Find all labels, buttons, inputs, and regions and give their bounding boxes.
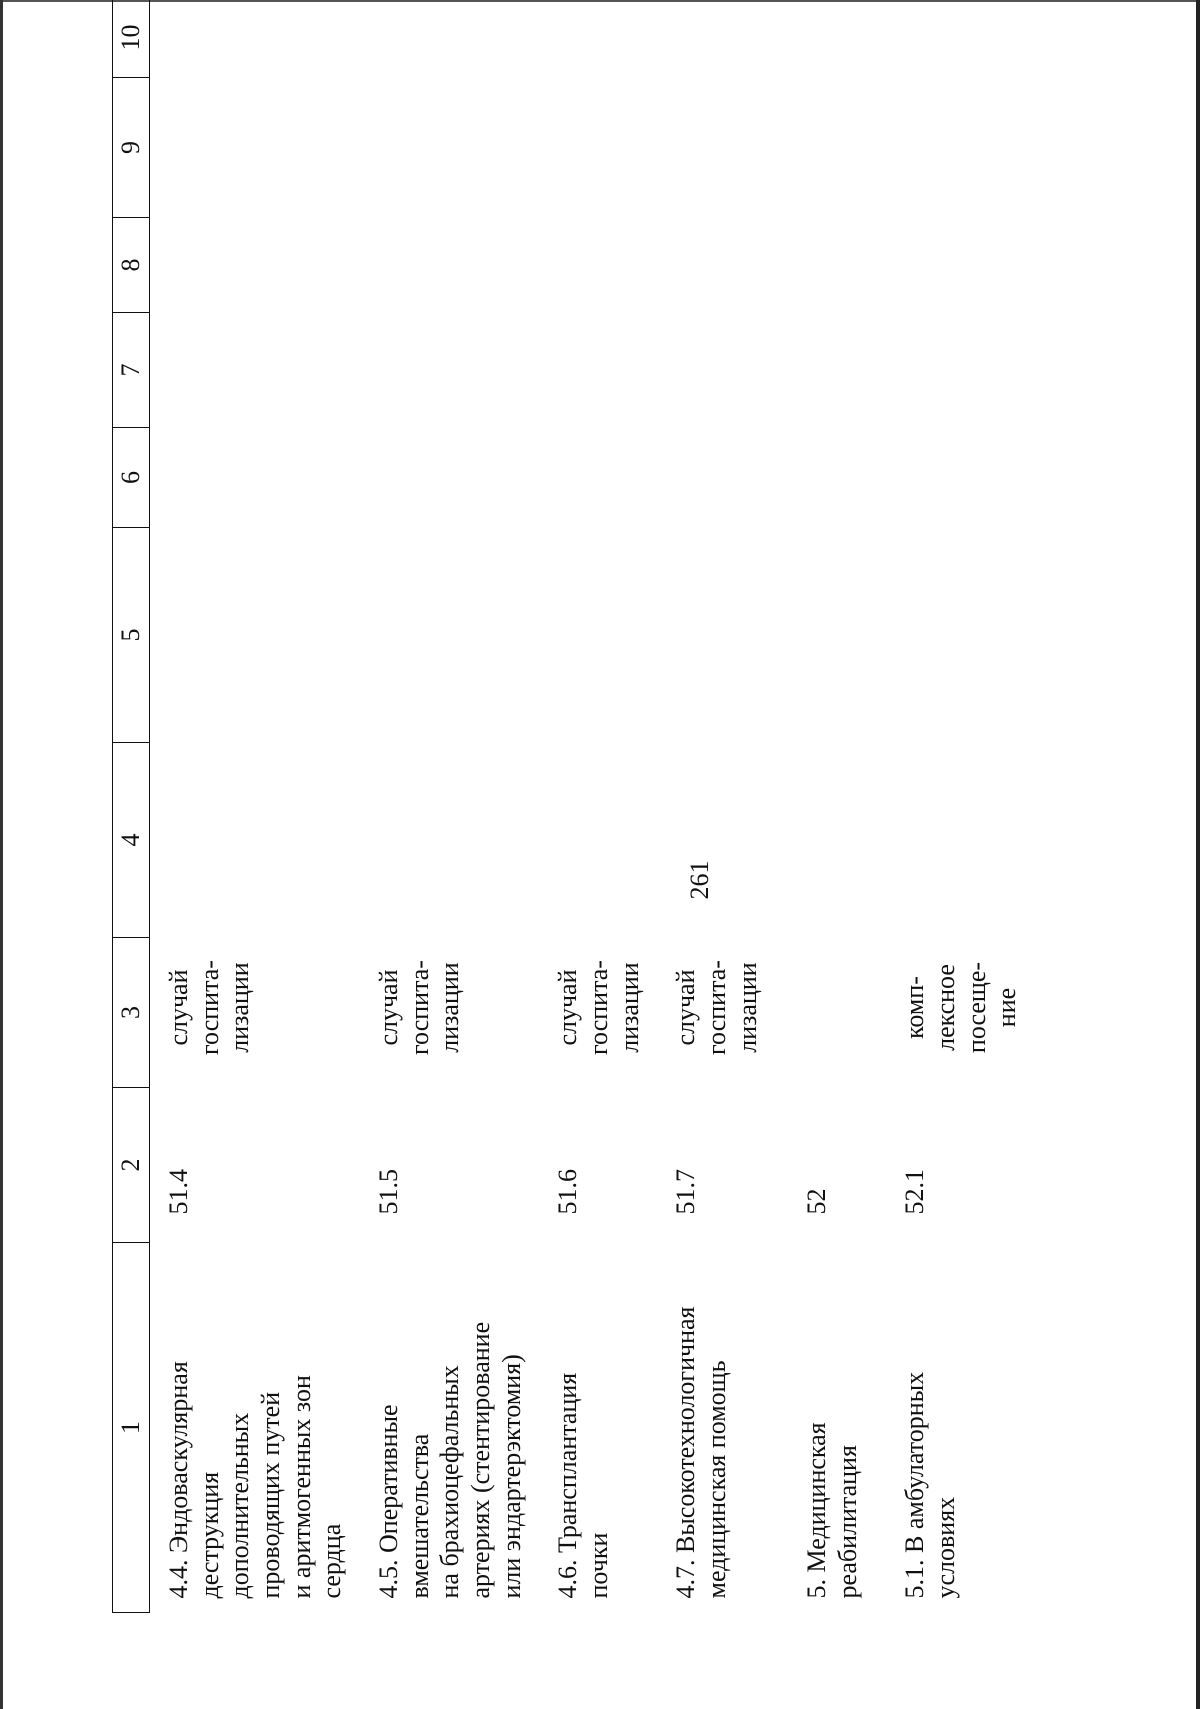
empty-cell: [360, 218, 539, 313]
empty-cell: [788, 428, 886, 528]
empty-cell: [360, 528, 539, 743]
empty-cell: [150, 743, 361, 938]
empty-cell: [150, 528, 361, 743]
row-code-cell: 51.4: [164, 1169, 193, 1215]
empty-cell: [886, 743, 1112, 938]
empty-cell: [150, 313, 361, 428]
empty-cell: [539, 528, 657, 743]
empty-cell: [539, 313, 657, 428]
row-unit-cell: случай госпита- лизации: [553, 960, 644, 1055]
header-col-3: 3: [112, 937, 150, 1088]
row-unit-cell: комп- лексное посеще- ние: [900, 961, 1022, 1054]
empty-cell: [150, 0, 361, 78]
header-col-9: 9: [112, 77, 150, 218]
empty-cell: [886, 218, 1112, 313]
scan-edge-top: [0, 0, 1200, 2]
empty-cell: [539, 428, 657, 528]
empty-cell: [360, 0, 539, 78]
header-col-7: 7: [112, 312, 150, 428]
empty-cell: [657, 78, 788, 218]
row-code-cell: 51.5: [374, 1169, 404, 1215]
row-unit-cell: случай госпита- лизации: [671, 960, 762, 1055]
empty-cell: [539, 743, 657, 938]
row-name-cell: 4.6. Трансплантация почки: [553, 1372, 614, 1599]
table-row: 4.7. Высокотехнологичная медицинская пом…: [657, 0, 788, 1613]
row-name-cell: 4.4. Эндоваскулярная деструкция дополнит…: [164, 1361, 347, 1599]
header-col-6: 6: [112, 427, 150, 528]
empty-cell: [788, 78, 886, 218]
table-row: 4.5. Оперативные вмешательства на брахио…: [360, 0, 539, 1613]
empty-cell: [360, 743, 539, 938]
row-name-cell: 5.1. В амбулаторных условиях: [900, 1371, 961, 1599]
empty-cell: [539, 218, 657, 313]
empty-cell: [360, 428, 539, 528]
row-unit-cell: случай госпита- лизации: [164, 960, 255, 1055]
row-unit-cell: [788, 938, 886, 1088]
empty-cell: [886, 78, 1112, 218]
header-col-8: 8: [112, 217, 150, 313]
table-row: 5.1. В амбулаторных условиях 52.1 комп- …: [886, 0, 1112, 1613]
scan-edge-left: [0, 0, 3, 1709]
empty-cell: [150, 78, 361, 218]
empty-cell: [657, 528, 788, 743]
empty-cell: [539, 78, 657, 218]
empty-cell: [539, 0, 657, 78]
empty-cell: [657, 743, 788, 938]
header-col-10: 10: [112, 0, 150, 78]
empty-cell: [150, 428, 361, 528]
empty-cell: [657, 0, 788, 78]
row-code-cell: 52: [802, 1188, 832, 1215]
row-name-cell: 5. Медицинская реабилитация: [802, 1422, 863, 1599]
row-code-cell: 52.1: [900, 1169, 930, 1215]
empty-cell: [360, 78, 539, 218]
empty-cell: [886, 428, 1112, 528]
header-col-1: 1: [112, 1242, 150, 1613]
empty-cell: [788, 218, 886, 313]
header-row: 1 2 3 4 5 6 7 8 9 10: [112, 0, 150, 1613]
rotated-table-container: 1 2 3 4 5 6 7 8 9 10 4.4. Эндоваскулярна…: [112, 0, 1147, 1613]
empty-cell: [657, 313, 788, 428]
table-row: 5. Медицинская реабилитация 52: [788, 0, 886, 1613]
row-name-cell: 4.5. Оперативные вмешательства на брахио…: [374, 1321, 526, 1599]
empty-cell: [788, 743, 886, 938]
empty-cell: [657, 218, 788, 313]
header-col-4: 4: [112, 742, 150, 938]
empty-cell: [886, 528, 1112, 743]
empty-cell: [150, 218, 361, 313]
empty-cell: [657, 428, 788, 528]
header-col-2: 2: [112, 1087, 150, 1243]
table-row: 4.6. Трансплантация почки 51.6 случай го…: [539, 0, 657, 1613]
row-name-cell: 4.7. Высокотехнологичная медицинская пом…: [671, 1306, 732, 1599]
empty-cell: [886, 0, 1112, 78]
row-unit-cell: случай госпита- лизации: [374, 960, 465, 1055]
empty-cell: [886, 313, 1112, 428]
row-code-cell: 51.6: [553, 1169, 583, 1215]
empty-cell: [360, 313, 539, 428]
table-row: 4.4. Эндоваскулярная деструкция дополнит…: [150, 0, 361, 1613]
row-code-cell: 51.7: [671, 1169, 701, 1215]
data-table: 1 2 3 4 5 6 7 8 9 10 4.4. Эндоваскулярна…: [112, 0, 1112, 1613]
header-col-5: 5: [112, 527, 150, 743]
empty-cell: [788, 313, 886, 428]
empty-cell: [788, 528, 886, 743]
scan-edge-right: [1196, 0, 1200, 1709]
empty-cell: [788, 0, 886, 78]
